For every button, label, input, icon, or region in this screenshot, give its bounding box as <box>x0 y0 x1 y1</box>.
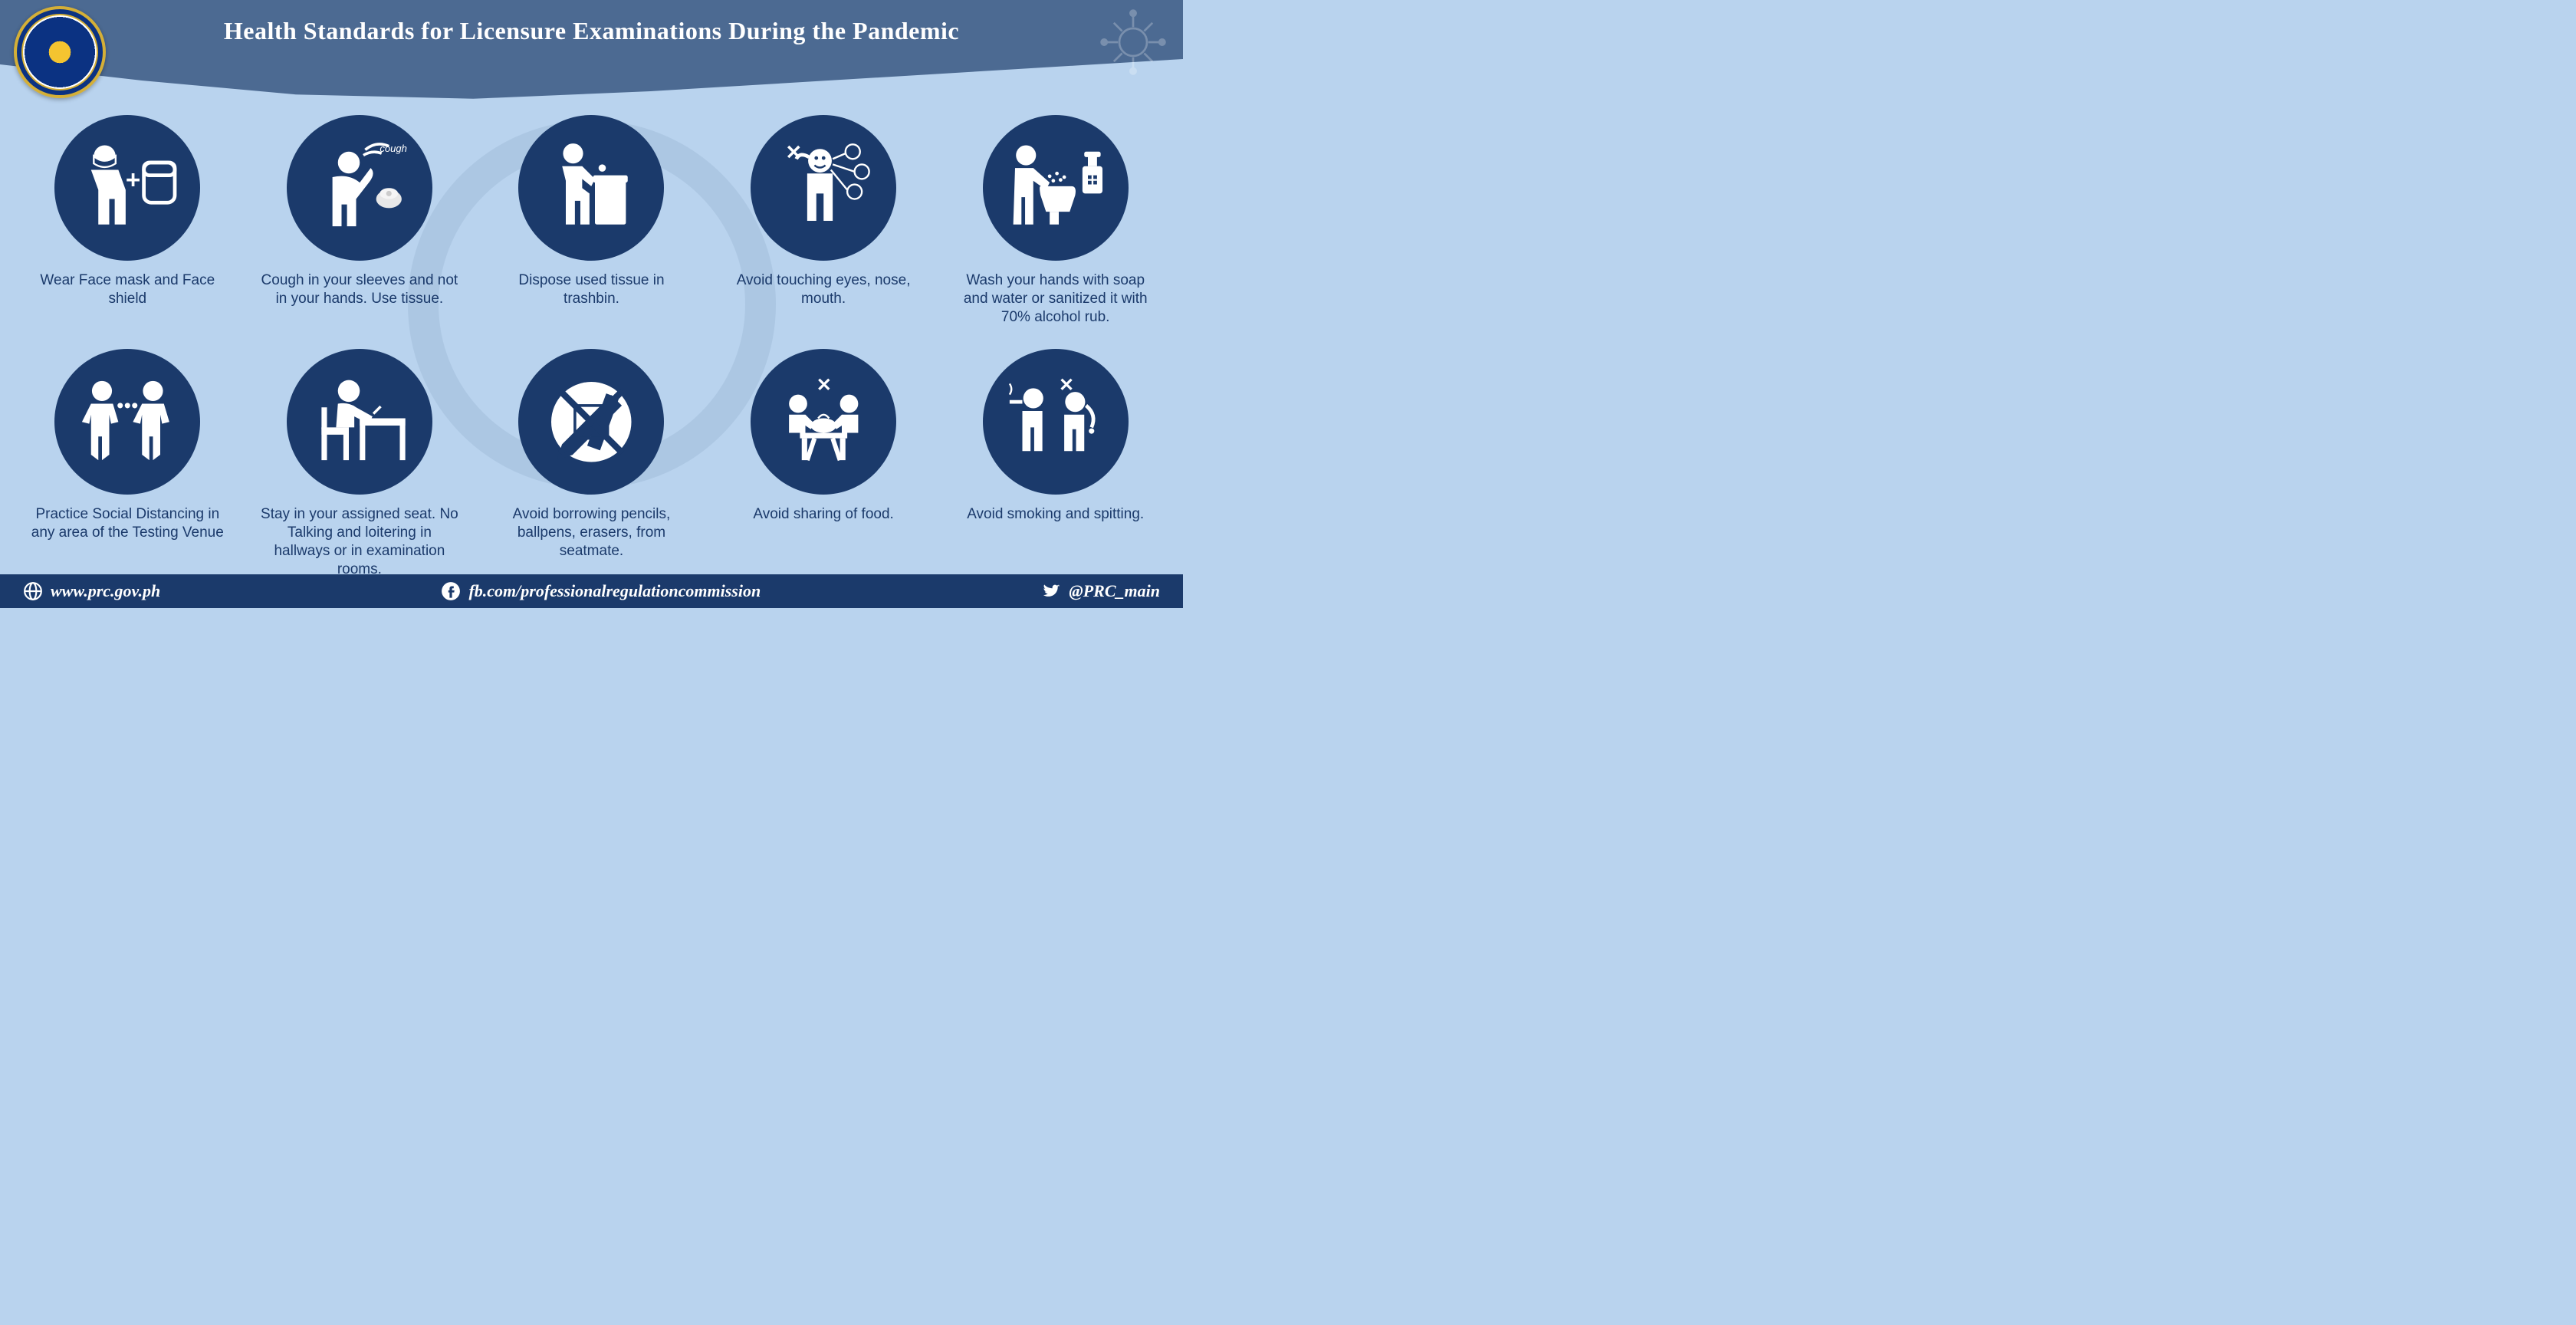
guidelines-grid: + Wear Face mask and Face shield cough C… <box>23 115 1160 578</box>
svg-text:cough: cough <box>380 143 407 154</box>
card-no-share-food: ✕ Avoid sharing of food. <box>719 349 928 578</box>
page-title: Health Standards for Licensure Examinati… <box>0 17 1183 45</box>
twitter-icon <box>1041 581 1061 601</box>
cough-sleeve-icon: cough <box>287 115 432 261</box>
svg-text:✕: ✕ <box>785 140 802 163</box>
footer-website: www.prc.gov.ph <box>23 581 160 601</box>
caption: Stay in your assigned seat. No Talking a… <box>260 505 459 578</box>
card-handwash: Wash your hands with soap and water or s… <box>951 115 1160 326</box>
svg-text:+: + <box>126 166 140 194</box>
card-cough-sleeve: cough Cough in your sleeves and not in y… <box>255 115 465 326</box>
facebook-text: fb.com/professionalregulationcommission <box>468 581 761 601</box>
caption: Wear Face mask and Face shield <box>28 271 227 308</box>
handwash-icon <box>983 115 1129 261</box>
no-smoke-spit-icon: ✕ <box>983 349 1129 495</box>
globe-icon <box>23 581 43 601</box>
social-distance-icon <box>54 349 200 495</box>
no-touch-face-icon: ✕ <box>751 115 896 261</box>
card-social-distance: Practice Social Distancing in any area o… <box>23 349 232 578</box>
card-mask-shield: + Wear Face mask and Face shield <box>23 115 232 326</box>
caption: Practice Social Distancing in any area o… <box>28 505 227 542</box>
twitter-text: @PRC_main <box>1069 581 1160 601</box>
footer-facebook: fb.com/professionalregulationcommission <box>441 581 761 601</box>
seat-desk-icon <box>287 349 432 495</box>
website-text: www.prc.gov.ph <box>51 581 160 601</box>
card-no-borrow: Avoid borrowing pencils, ballpens, erase… <box>487 349 696 578</box>
footer-bar: www.prc.gov.ph fb.com/professionalregula… <box>0 574 1183 608</box>
card-no-touch-face: ✕ Avoid touching eyes, nose, mouth. <box>719 115 928 326</box>
caption: Cough in your sleeves and not in your ha… <box>260 271 459 308</box>
trashbin-icon <box>518 115 664 261</box>
no-share-food-icon: ✕ <box>751 349 896 495</box>
caption: Avoid smoking and spitting. <box>967 505 1144 524</box>
caption: Avoid borrowing pencils, ballpens, erase… <box>491 505 691 560</box>
no-borrow-pencil-icon <box>518 349 664 495</box>
caption: Avoid touching eyes, nose, mouth. <box>724 271 923 308</box>
caption: Wash your hands with soap and water or s… <box>956 271 1155 326</box>
svg-text:✕: ✕ <box>1059 375 1074 396</box>
mask-shield-icon: + <box>54 115 200 261</box>
caption: Dispose used tissue in trashbin. <box>491 271 691 308</box>
svg-text:✕: ✕ <box>816 375 832 396</box>
header-wave <box>0 0 1183 107</box>
card-no-smoke-spit: ✕ Avoid smoking and spitting. <box>951 349 1160 578</box>
facebook-icon <box>441 581 461 601</box>
card-seat-desk: Stay in your assigned seat. No Talking a… <box>255 349 465 578</box>
card-trashbin: Dispose used tissue in trashbin. <box>487 115 696 326</box>
footer-twitter: @PRC_main <box>1041 581 1160 601</box>
caption: Avoid sharing of food. <box>753 505 893 524</box>
